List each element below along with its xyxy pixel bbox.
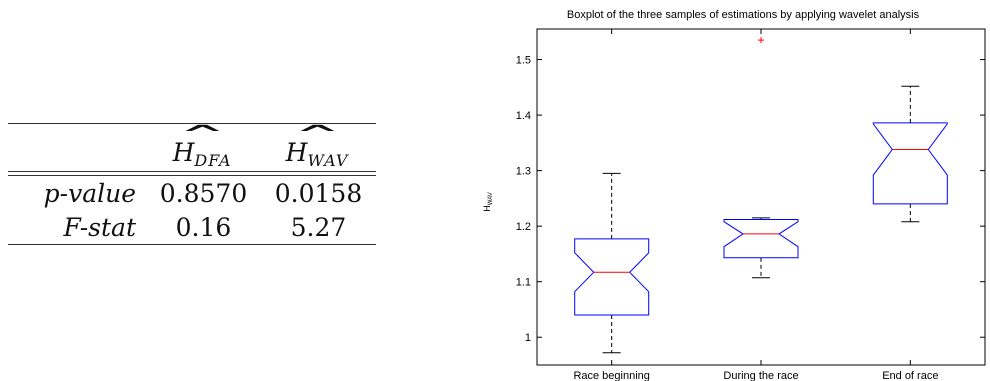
y-tick-label: 1.3 <box>516 166 531 178</box>
y-tick-label: 1.5 <box>516 55 531 67</box>
x-tick-label: Race beginning <box>573 370 649 381</box>
notched-box <box>723 219 799 259</box>
table-cell: 0.8570 <box>159 178 248 208</box>
results-table: HDFA HWAV p-value 0.8570 0.0158 F-stat 0… <box>8 123 376 245</box>
table-row: F-stat 0.16 5.27 <box>8 210 376 244</box>
notched-box <box>574 238 650 316</box>
y-tick-label: 1.4 <box>516 110 531 122</box>
row-label: p-value <box>43 178 136 208</box>
table-header-double-rule <box>8 171 376 176</box>
plot-area: 1 1.1 1.2 1.3 1.4 1.5 Race beginning During the… <box>516 28 986 381</box>
table-cell: 0.0158 <box>274 178 363 208</box>
table-header-row: HDFA HWAV <box>8 124 376 171</box>
y-tick-label: 1 <box>525 332 531 344</box>
row-label: F-stat <box>63 212 137 242</box>
y-axis-label-sub: WAV <box>488 192 494 205</box>
x-tick-label: During the race <box>723 370 798 381</box>
y-tick-label: 1.2 <box>516 221 531 233</box>
y-axis-label: HWAV <box>482 192 494 212</box>
header-h-wav: HWAV <box>258 124 376 171</box>
table-row: p-value 0.8570 0.0158 <box>8 176 376 210</box>
table-cell: 0.16 <box>175 212 232 242</box>
hat-symbol: HWAV <box>286 132 349 170</box>
table-cell: 5.27 <box>290 212 347 242</box>
notched-box <box>872 122 948 205</box>
y-axis-label-main: H <box>482 205 492 212</box>
x-tick-label: End of race <box>882 370 938 381</box>
hat-symbol: HDFA <box>173 132 232 170</box>
header-subscript: WAV <box>307 150 349 170</box>
y-tick-label: 1.1 <box>516 277 531 289</box>
chart-title: Boxplot of the three samples of estimati… <box>567 9 920 21</box>
table-bottom-rule <box>8 244 376 245</box>
header-h-dfa: HDFA <box>146 124 258 171</box>
